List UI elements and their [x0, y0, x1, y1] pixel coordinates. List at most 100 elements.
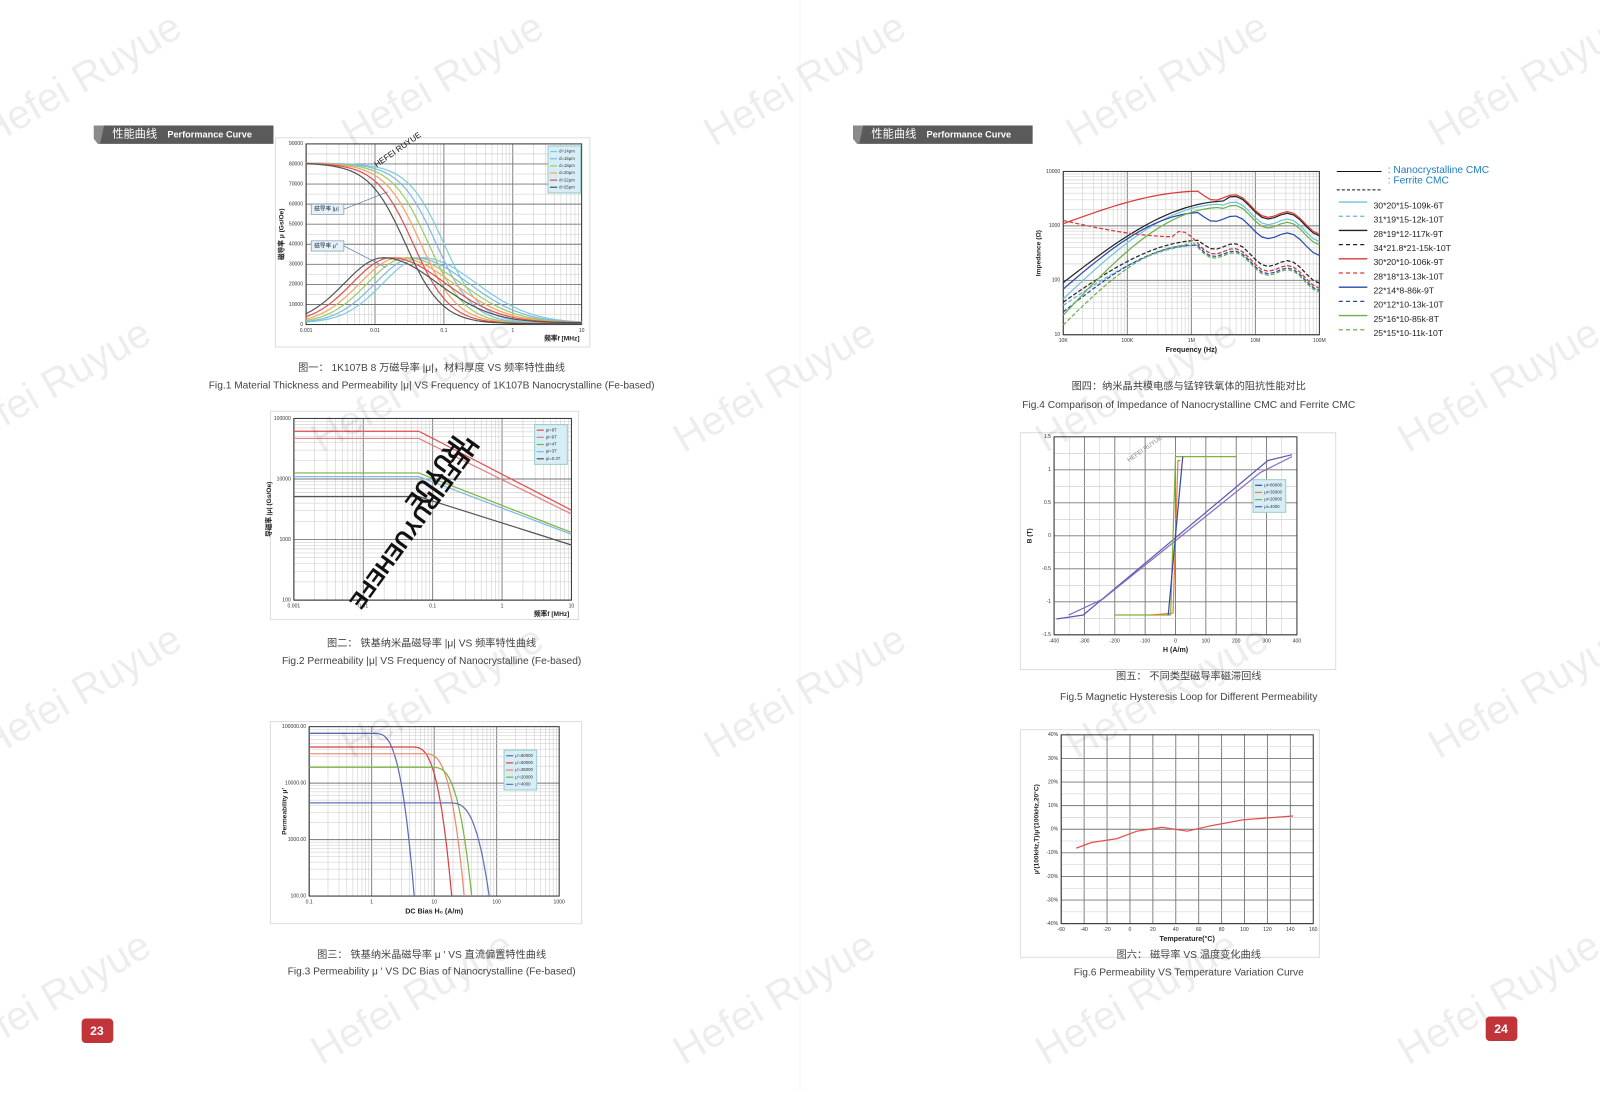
x-tick-label: -100 — [1140, 638, 1150, 644]
figure: -60 -40 -20 0 20 40 60 80 100 120 140 160 -40% -30% -2… — [1019, 729, 1320, 978]
x-tick-label: 120 — [1263, 927, 1272, 933]
section-tag-en: Performance Curve — [167, 130, 252, 140]
caption-en: Fig.2 Permeability |μ| VS Frequency of N… — [282, 656, 581, 667]
y-tick-label: 70000 — [289, 181, 303, 187]
x-tick-label: 400 — [1293, 638, 1302, 644]
legend-label: 25*15*10-11k-10T — [1373, 328, 1443, 338]
legend-label: μ'=20000 — [515, 774, 533, 779]
legend-label: μi=8T — [546, 427, 557, 432]
legend-label: 22*14*8-86k-9T — [1373, 286, 1434, 296]
legend-label: μi=20000 — [1264, 497, 1282, 502]
watermark: Hefei Ruyue — [1058, 3, 1275, 155]
annotation-arrow — [343, 245, 386, 268]
watermark: Hefei Ruyue — [0, 921, 158, 1073]
x-axis-label: H (A/m) — [1163, 646, 1189, 654]
y-tick-label: 40000 — [289, 242, 303, 248]
plot-border — [1060, 734, 1314, 925]
watermark: Hefei Ruyue — [665, 309, 882, 461]
x-tick-label: 300 — [1262, 638, 1271, 644]
caption-zh: 图二： 铁基纳米晶磁导率 |μ| VS 频率特性曲线 — [327, 637, 536, 650]
curve — [1062, 244, 1320, 313]
annotation-arrow — [343, 191, 388, 210]
section-tag-accent — [93, 125, 105, 144]
y-tick-label: -40% — [1046, 921, 1058, 927]
legend-label: 20*12*10-13k-10T — [1373, 300, 1444, 310]
section-tag-zh: 性能曲线 — [112, 127, 157, 141]
legend-label: μi=4000 — [1264, 504, 1280, 509]
x-tick-label: 0 — [1129, 927, 1132, 933]
section-tag-accent — [853, 125, 864, 144]
y-tick-label: -1.5 — [1042, 632, 1051, 638]
y-tick-label: 20% — [1048, 779, 1059, 785]
curve — [306, 257, 582, 323]
x-tick-label: 100 — [1240, 927, 1249, 933]
plot-border — [1053, 436, 1298, 636]
caption-zh: 图三： 铁基纳米晶磁导率 μ ' VS 直流偏置特性曲线 — [317, 948, 546, 961]
caption-en: Fig.3 Permeability μ ' VS DC Bias of Nan… — [288, 966, 576, 977]
curve — [293, 430, 572, 511]
x-tick-label: 100M — [1313, 338, 1326, 344]
watermark: Hefei Ruyue — [665, 921, 882, 1073]
curve — [305, 257, 582, 324]
x-axis-label: DC Bias H₀ (A/m) — [405, 907, 463, 915]
y-tick-label: 30000 — [289, 262, 303, 268]
y-tick-label: 60000 — [289, 201, 303, 207]
curve — [1062, 239, 1320, 326]
x-tick-label: -300 — [1079, 638, 1089, 644]
legend-header: : Nanocrystalline CMC — [1388, 165, 1489, 176]
curve — [293, 437, 572, 515]
caption-zh: 图一： 1K107B 8 万磁导率 |μ|，材料厚度 VS 频率特性曲线 — [298, 361, 565, 374]
watermark: Hefei Ruyue — [0, 309, 158, 461]
y-tick-label: 100.00 — [291, 893, 307, 899]
section-tag-zh: 性能曲线 — [871, 127, 916, 141]
x-tick-label: 0.001 — [300, 328, 313, 334]
legend-box — [547, 145, 582, 194]
plot-border — [305, 143, 583, 326]
y-tick-label: -0.5 — [1042, 566, 1051, 572]
legend-label: 30*20*15-109k-6T — [1373, 200, 1444, 210]
y-tick-label: 40% — [1048, 732, 1059, 738]
legend-label: d=16μm — [559, 156, 575, 161]
y-tick-label: 50000 — [289, 222, 303, 228]
figure-frame — [1019, 729, 1320, 958]
y-axis-label: μ'(100kHz,T)/μ'(100kHz,20°C) — [1032, 784, 1040, 874]
x-tick-label: 160 — [1309, 927, 1318, 933]
y-tick-label: 1 — [1048, 467, 1051, 473]
y-tick-label: 100000.00 — [282, 724, 306, 730]
curve — [1063, 190, 1320, 235]
x-tick-label: 0.1 — [306, 900, 313, 906]
legend-label: μi=3T — [546, 449, 557, 454]
watermark: Hefei Ruyue — [303, 921, 520, 1073]
x-tick-label: 100 — [1202, 638, 1211, 644]
section-tag-en: Performance Curve — [927, 130, 1012, 140]
section-tag: 性能曲线 Performance Curve — [93, 125, 274, 144]
x-tick-label: 80 — [1219, 927, 1225, 933]
x-tick-label: 1M — [1188, 338, 1195, 344]
x-tick-label: 200 — [1232, 638, 1241, 644]
x-tick-label: 0.001 — [288, 604, 301, 610]
x-tick-label: 140 — [1286, 927, 1295, 933]
curve — [309, 732, 415, 897]
figure: 10K 100K 1M 10M 100M 10 100 1000 10000 Frequency … — [1022, 169, 1355, 411]
curve — [1062, 201, 1320, 300]
curve — [1076, 815, 1294, 849]
y-tick-label: 10 — [1055, 332, 1061, 338]
plot-border — [293, 417, 572, 601]
curve — [306, 257, 582, 323]
legend-label: d=18μm — [559, 163, 575, 168]
x-tick-label: 1 — [511, 328, 514, 334]
curve — [293, 472, 572, 534]
x-tick-label: 1 — [501, 604, 504, 610]
legend-label: d=14μm — [559, 149, 575, 154]
x-tick-label: 0.01 — [358, 604, 368, 610]
x-tick-label: 10 — [569, 604, 575, 610]
y-axis-label: 磁导率 μ (Gs/Oe) — [276, 208, 285, 260]
y-tick-label: -10% — [1046, 850, 1058, 856]
y-tick-label: 100 — [1052, 278, 1061, 284]
curve — [309, 766, 473, 897]
y-tick-label: 1.5 — [1044, 434, 1051, 440]
caption-zh: 图六： 磁导率 VS 温度变化曲线 — [1117, 948, 1261, 961]
y-axis-label: Permeability μ' — [281, 788, 288, 835]
watermark: Hefei Ruyue — [696, 615, 913, 767]
